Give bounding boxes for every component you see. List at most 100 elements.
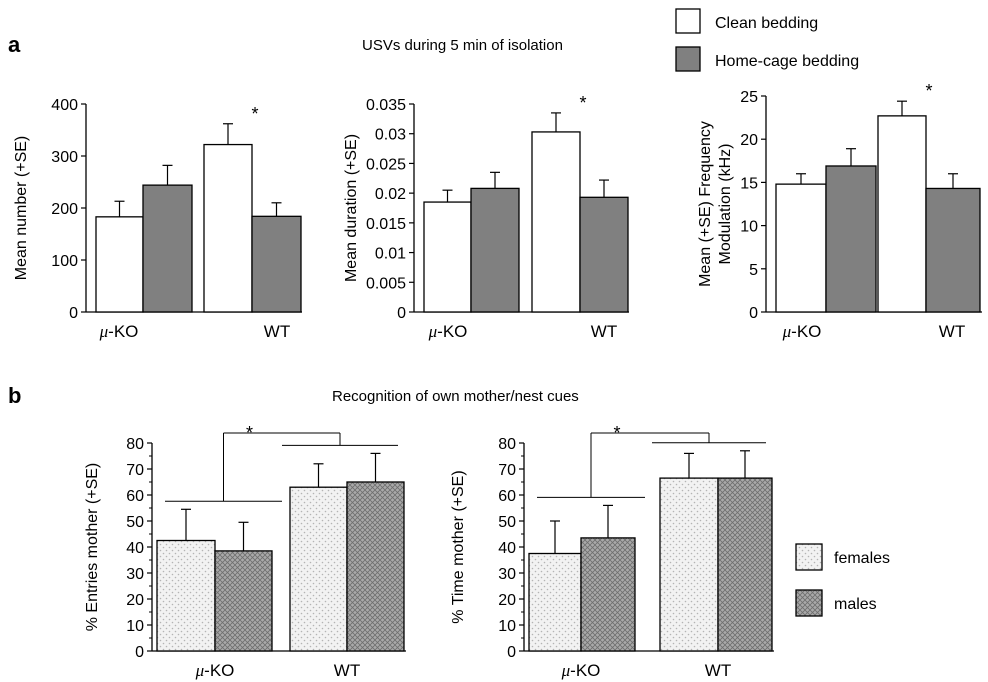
bar-clean-bedding-wt (531, 131, 581, 313)
x-category-label: WT (264, 322, 290, 341)
bar-clean-bedding-ko (423, 201, 472, 313)
legend-swatch-home-cage (675, 46, 701, 72)
y-tick-label: 80 (126, 436, 144, 453)
bar-home-cage-bedding-ko (470, 187, 520, 313)
y-tick-label: 400 (51, 97, 78, 114)
bar-females-ko (156, 539, 216, 652)
bar-males-wt (717, 477, 773, 652)
significance-star: * (246, 423, 253, 443)
y-tick-label: 0 (69, 305, 78, 322)
x-category-label: WT (591, 322, 617, 341)
bar-home-cage-bedding-ko (825, 165, 877, 313)
y-tick-label: 0.025 (366, 156, 406, 173)
legend-swatch-males (795, 589, 823, 617)
x-category-label-mu: μ (782, 322, 792, 341)
chart-1: 0 100 200 300 400 Mean number (+SE) μ-KO WT * (13, 97, 302, 341)
chart-4: 0 10 20 30 40 50 60 70 80 % Entries mother (+SE) μ… (84, 423, 406, 680)
bar-males-ko (214, 550, 273, 652)
bar-clean-bedding-wt (203, 143, 253, 313)
y-tick-label: 70 (126, 462, 144, 479)
y-tick-label: 0.035 (366, 97, 406, 114)
y-tick-label: 60 (498, 488, 516, 505)
y-axis-label: Mean (+SE) Frequency Modulation (kHz) (697, 121, 734, 287)
legend-label-home-cage: Home-cage bedding (715, 53, 859, 70)
y-tick-label: 0.03 (375, 127, 406, 144)
y-tick-label: 60 (126, 488, 144, 505)
y-tick-label: 0 (135, 644, 144, 661)
x-category-label-rest: -KO (791, 322, 821, 341)
x-category-label-rest: -KO (204, 661, 234, 680)
significance-star: * (925, 81, 932, 101)
panel-b-title: Recognition of own mother/nest cues (332, 388, 579, 405)
legend-a: Clean bedding Home-cage bedding (675, 8, 859, 72)
bar-males-wt (346, 481, 405, 652)
chart-5: 0 10 20 30 40 50 60 70 80 % Time mother (+SE) μ-KO… (450, 423, 774, 680)
y-tick-label: 80 (498, 436, 516, 453)
x-category-label: μ-KO (428, 322, 468, 341)
y-tick-label: 20 (498, 592, 516, 609)
bar-home-cage-bedding-ko (142, 184, 193, 313)
y-tick-label: 0.015 (366, 216, 406, 233)
bar-females-wt (289, 486, 348, 652)
y-tick-label: 0 (507, 644, 516, 661)
bar-home-cage-bedding-wt (925, 187, 981, 313)
x-category-label: WT (705, 661, 731, 680)
x-category-label: μ-KO (195, 661, 235, 680)
panel-a-title: USVs during 5 min of isolation (362, 37, 563, 54)
bar-females-ko (528, 552, 582, 652)
y-tick-label: 200 (51, 201, 78, 218)
y-tick-label: 0.02 (375, 186, 406, 203)
y-axis-label: Mean number (+SE) (13, 136, 30, 281)
bar-clean-bedding-ko (775, 183, 827, 313)
legend-label-clean: Clean bedding (715, 15, 818, 32)
y-tick-label: 0.005 (366, 275, 406, 292)
y-tick-label: 10 (126, 618, 144, 635)
y-tick-label: 15 (740, 175, 758, 192)
bar-home-cage-bedding-wt (579, 196, 629, 313)
y-tick-label: 40 (126, 540, 144, 557)
x-category-label-mu: μ (99, 322, 109, 341)
legend-swatch-clean (675, 8, 701, 34)
y-tick-label: 0 (397, 305, 406, 322)
y-tick-label: 100 (51, 253, 78, 270)
bar-clean-bedding-ko (95, 216, 144, 313)
y-tick-label: 300 (51, 149, 78, 166)
panel-label-a: a (8, 32, 21, 57)
x-category-label: WT (334, 661, 360, 680)
y-tick-label: 50 (126, 514, 144, 531)
y-tick-label: 0 (749, 305, 758, 322)
x-category-label: WT (939, 322, 965, 341)
y-axis-label-line: Mean (+SE) Frequency (697, 121, 714, 287)
y-axis-label-line: Modulation (kHz) (717, 144, 734, 265)
x-category-label: μ-KO (99, 322, 139, 341)
significance-star: * (251, 104, 258, 124)
bar-home-cage-bedding-wt (251, 215, 302, 313)
legend-b: females males (795, 543, 890, 617)
y-axis-label: % Entries mother (+SE) (84, 463, 101, 632)
legend-swatch-females (795, 543, 823, 571)
y-tick-label: 40 (498, 540, 516, 557)
y-tick-label: 20 (126, 592, 144, 609)
y-tick-label: 70 (498, 462, 516, 479)
y-tick-label: 25 (740, 89, 758, 106)
y-axis-label: % Time mother (+SE) (450, 470, 467, 623)
y-tick-label: 5 (749, 262, 758, 279)
panel-label-b: b (8, 383, 21, 408)
legend-label-females: females (834, 550, 890, 567)
bar-clean-bedding-wt (877, 115, 927, 313)
x-category-label-mu: μ (195, 661, 205, 680)
y-tick-label: 10 (498, 618, 516, 635)
x-category-label-rest: -KO (108, 322, 138, 341)
x-category-label: μ-KO (782, 322, 822, 341)
x-category-label-rest: -KO (570, 661, 600, 680)
significance-star: * (613, 423, 620, 443)
y-axis-label: Mean duration (+SE) (343, 134, 360, 282)
x-category-label-rest: -KO (437, 322, 467, 341)
x-category-label: μ-KO (561, 661, 601, 680)
chart-3: 0 5 10 15 20 25 Mean (+SE) Frequency Modulation… (697, 81, 982, 341)
bar-females-wt (659, 477, 719, 652)
y-tick-label: 10 (740, 219, 758, 236)
y-tick-label: 20 (740, 132, 758, 149)
significance-star: * (579, 93, 586, 113)
